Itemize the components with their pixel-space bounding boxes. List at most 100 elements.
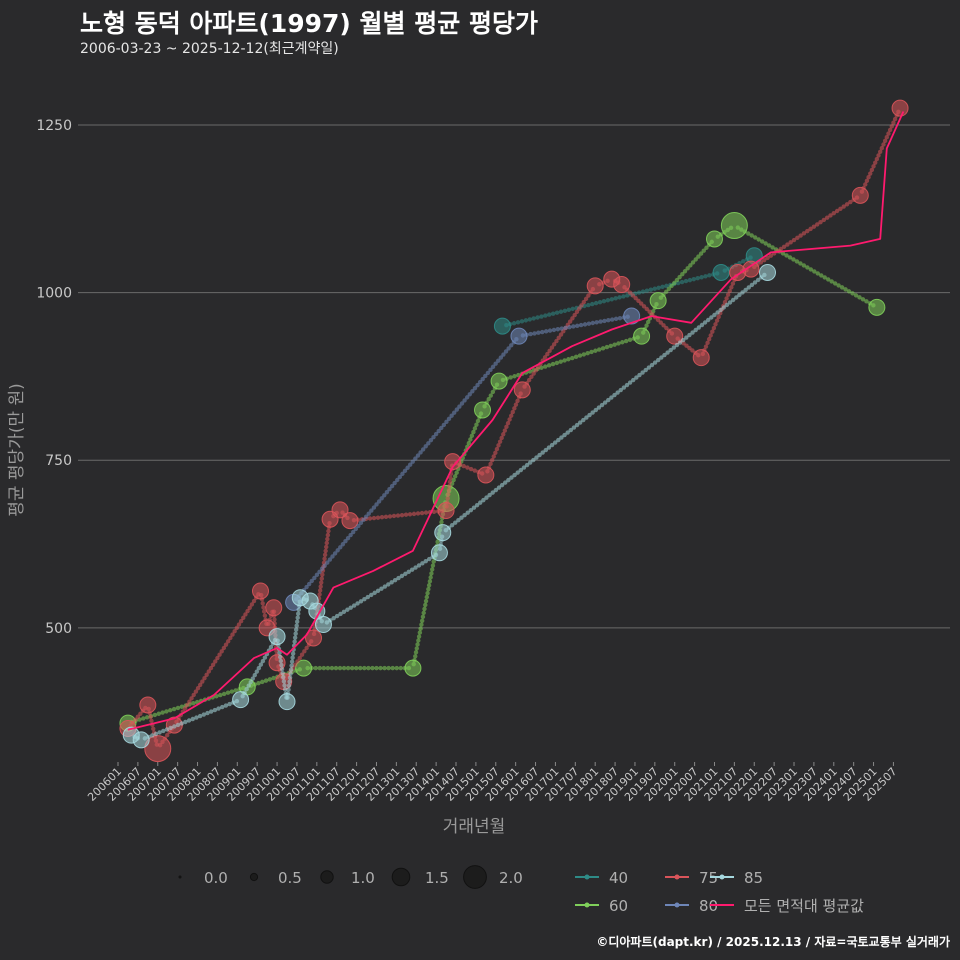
- series-85-point: [268, 628, 286, 646]
- series-85-trail-dot: [693, 327, 698, 333]
- series-80-trail-dot: [462, 398, 467, 403]
- series-60-trail-dot: [801, 263, 807, 268]
- series-60-trail-dot: [780, 251, 786, 256]
- series-80-trail-dot: [382, 493, 387, 498]
- series-75: [119, 99, 909, 763]
- series-80-trail-dot: [543, 329, 549, 334]
- series-80-trail-dot: [376, 499, 382, 504]
- series-85-trail-dot: [248, 679, 253, 685]
- series-60-trail-dot: [766, 243, 772, 248]
- series-75-trail-dot: [323, 548, 328, 554]
- size-legend-circle: [463, 865, 487, 889]
- series-75-trail-dot: [431, 509, 437, 514]
- series-75-trail-dot: [633, 295, 638, 301]
- series-60-trail-dot: [425, 590, 430, 596]
- series-60-trail-dot: [416, 634, 422, 639]
- series-75-trail-dot: [182, 706, 188, 711]
- series-80-trail-dot: [420, 447, 426, 452]
- series-85-trail-dot: [746, 285, 751, 290]
- series-85-trail-dot: [515, 470, 520, 475]
- series-75-trail-dot: [505, 420, 511, 426]
- series-80-trail-dot: [317, 569, 322, 574]
- series-75-trail-dot: [705, 340, 710, 346]
- series-40-trail-dot: [621, 294, 626, 299]
- series-85-trail-dot: [403, 571, 408, 577]
- series-85-trail-dot: [518, 467, 524, 473]
- series-60-trail-dot: [337, 665, 343, 671]
- series-80-trail-dot: [353, 526, 358, 532]
- series-75-point: [144, 735, 172, 763]
- series-80-trail-dot: [559, 326, 564, 331]
- series-60-trail-dot: [597, 347, 602, 352]
- series-85-trail-dot: [571, 425, 577, 430]
- series-85-trail-dot: [351, 603, 357, 608]
- legend-label-모든 면적대 평균값: 모든 면적대 평균값: [744, 897, 864, 915]
- series-75-point: [742, 260, 760, 278]
- source-caption: ©디아파트(dapt.kr) / 2025.12.13 / 자료=국토교통부 실…: [596, 935, 950, 949]
- series-85-trail-dot: [282, 687, 288, 692]
- series-75-trail-dot: [446, 492, 451, 497]
- series-80-trail-dot: [590, 320, 595, 326]
- y-tick-label: 1250: [36, 118, 72, 134]
- series-85-trail-dot: [621, 385, 627, 390]
- series-60-trail-dot: [419, 618, 425, 623]
- series-75-trail-dot: [249, 602, 255, 607]
- series-75-trail-dot: [261, 605, 266, 610]
- series-60-trail-dot: [589, 349, 594, 355]
- series-85-trail-dot: [487, 492, 492, 498]
- series-75-trail-dot: [133, 717, 138, 722]
- series-80-trail-dot: [485, 370, 491, 376]
- series-85-trail-dot: [348, 605, 353, 610]
- series-85-trail-dot: [168, 725, 173, 731]
- series-60-trail-dot: [466, 440, 472, 446]
- series-75-trail-dot: [324, 544, 329, 550]
- series-40-trail-dot: [617, 295, 622, 300]
- series-80-trail-dot: [496, 358, 501, 363]
- series-80-trail-dot: [306, 581, 312, 587]
- series-75-trail-dot: [801, 231, 807, 236]
- series-75-trail-dot: [245, 608, 250, 614]
- series-85-trail-dot: [490, 490, 495, 495]
- series-75-trail-dot: [795, 235, 800, 241]
- series-85-trail-dot: [671, 345, 677, 350]
- series-75-trail-dot: [497, 439, 503, 444]
- series-75-trail-dot: [446, 487, 452, 493]
- series-60-trail-dot: [573, 354, 579, 360]
- series-75-trail-dot: [468, 466, 474, 472]
- y-tick-label: 500: [45, 621, 72, 637]
- series-75-trail-dot: [465, 465, 470, 470]
- series-40-trail-dot: [664, 283, 669, 289]
- series-85-trail-dot: [721, 305, 726, 310]
- series-80-trail-dot: [338, 545, 343, 550]
- series-80-trail-dot: [498, 355, 504, 360]
- series-40-trail-dot: [550, 311, 556, 316]
- series-85-trail-dot: [262, 655, 268, 660]
- series-75-trail-dot: [375, 515, 381, 520]
- series-75-trail-dot: [781, 244, 787, 249]
- series-80-trail-dot: [536, 330, 541, 335]
- series-75-trail-dot: [824, 215, 830, 220]
- series-60-trail-dot: [214, 694, 219, 699]
- series-75-trail-dot: [510, 409, 515, 415]
- series-60-trail-dot: [546, 363, 552, 368]
- series-85-trail-dot: [216, 706, 221, 711]
- series-75-trail-dot: [869, 167, 875, 173]
- series-60-trail-dot: [424, 594, 430, 600]
- series-80-trail-dot: [578, 322, 584, 328]
- series-75-trail-dot: [189, 696, 194, 701]
- series-85-trail-dot: [286, 683, 292, 688]
- series-75-trail-dot: [636, 298, 641, 304]
- series-75-point: [613, 276, 631, 294]
- series-75-trail-dot: [542, 355, 548, 360]
- series-85-trail-dot: [293, 631, 298, 636]
- series-80-trail-dot: [405, 465, 410, 470]
- series-75-trail-dot: [876, 153, 881, 158]
- series-80-point: [510, 327, 528, 345]
- series-80-trail-dot: [312, 575, 317, 581]
- series-60-trail-dot: [390, 665, 395, 671]
- series-40-trail-dot: [625, 293, 630, 298]
- series-40-trail-dot: [741, 259, 746, 264]
- series-85-trail-dot: [527, 460, 533, 465]
- series-80-trail-dot: [343, 538, 348, 544]
